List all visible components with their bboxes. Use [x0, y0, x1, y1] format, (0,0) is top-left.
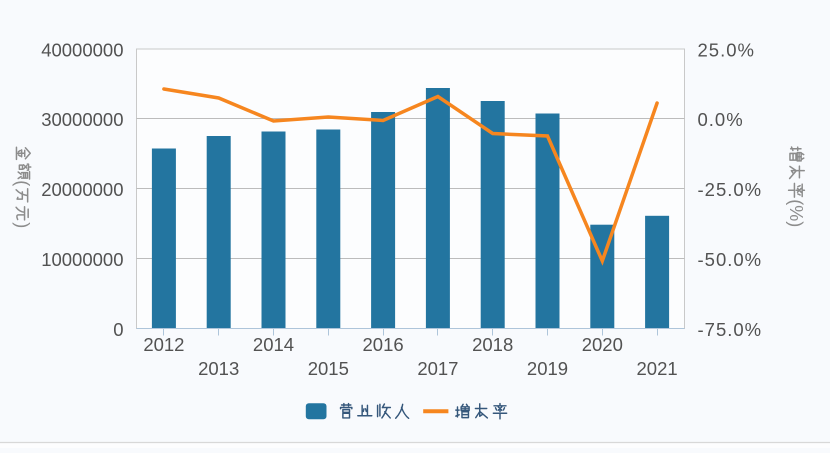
svg-text:-75.0%: -75.0% [698, 319, 763, 340]
svg-text:10000000: 10000000 [41, 249, 123, 270]
svg-text:2017: 2017 [417, 358, 458, 379]
svg-text:): ) [13, 222, 33, 228]
svg-text:(: ( [13, 180, 33, 186]
svg-text:0.0%: 0.0% [698, 109, 744, 130]
svg-text:2013: 2013 [198, 358, 239, 379]
svg-text:-50.0%: -50.0% [698, 249, 763, 270]
svg-text:40000000: 40000000 [41, 39, 123, 60]
svg-text:2019: 2019 [527, 358, 568, 379]
svg-text:2012: 2012 [143, 334, 184, 355]
svg-text:-25.0%: -25.0% [698, 179, 763, 200]
svg-text:2018: 2018 [472, 334, 513, 355]
svg-text:2014: 2014 [253, 334, 294, 355]
svg-text:(%): (%) [786, 199, 806, 227]
svg-text:20000000: 20000000 [41, 179, 123, 200]
svg-text:2021: 2021 [637, 358, 678, 379]
svg-text:2016: 2016 [363, 334, 404, 355]
svg-text:2015: 2015 [308, 358, 349, 379]
svg-text:0: 0 [113, 319, 123, 340]
svg-text:2020: 2020 [582, 334, 623, 355]
svg-text:25.0%: 25.0% [698, 39, 755, 60]
svg-text:30000000: 30000000 [41, 109, 123, 130]
